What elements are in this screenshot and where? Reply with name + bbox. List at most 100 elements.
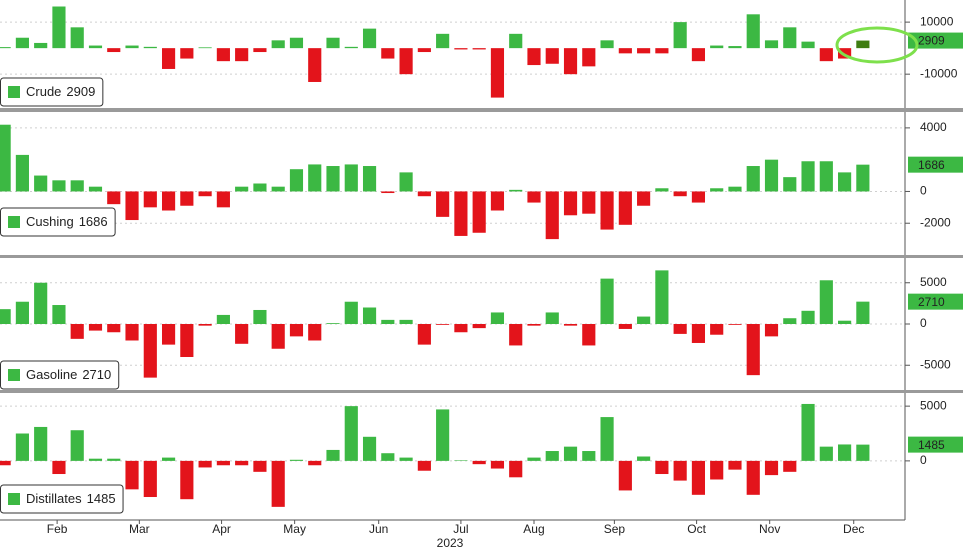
x-tick-label: May: [283, 522, 306, 536]
bar: [15, 301, 29, 324]
bar: [582, 191, 596, 214]
y-tick-label: -5000: [920, 357, 951, 371]
bar: [70, 27, 84, 49]
bar: [15, 37, 29, 49]
bar: [308, 324, 322, 341]
value-tag-label: 1686: [918, 158, 945, 172]
bar: [0, 47, 11, 49]
bar: [161, 324, 176, 345]
bar: [710, 188, 724, 192]
x-tick-label: Jun: [369, 522, 388, 536]
bar: [618, 191, 632, 225]
bar: [454, 48, 468, 50]
bar: [746, 14, 760, 49]
bar: [527, 191, 541, 203]
bar: [764, 460, 779, 476]
bar: [198, 324, 212, 326]
value-tag-label: 2710: [918, 295, 945, 309]
bar: [125, 45, 139, 49]
bar: [107, 191, 121, 205]
bar: [655, 48, 669, 54]
value-tag: [908, 156, 963, 173]
bar: [838, 172, 852, 192]
bar: [563, 324, 578, 326]
bar: [52, 460, 66, 475]
bar: [527, 48, 541, 66]
bar: [88, 186, 103, 192]
bar: [454, 460, 468, 461]
bar: [289, 459, 304, 461]
bar: [746, 166, 760, 192]
bar: [399, 457, 413, 461]
bar: [271, 40, 285, 49]
bar: [88, 45, 103, 49]
bar: [289, 37, 304, 49]
value-tag-label: 2909: [918, 34, 945, 48]
bar: [472, 48, 486, 50]
legend-swatch: [8, 493, 20, 505]
bar: [655, 460, 669, 475]
bar: [509, 324, 523, 346]
y-tick-label: -10000: [920, 66, 958, 80]
bar: [15, 154, 29, 192]
bar: [70, 324, 84, 339]
bar: [417, 48, 431, 53]
bar: [107, 458, 121, 461]
bar: [819, 280, 833, 324]
bar: [801, 41, 815, 49]
bar: [180, 48, 194, 59]
bar: [563, 191, 578, 216]
bar: [271, 460, 285, 507]
bar: [125, 460, 139, 490]
bar: [381, 453, 395, 461]
highlight-ellipse: [835, 26, 919, 64]
bar: [308, 164, 322, 192]
bar: [161, 48, 176, 69]
x-axis-label: 2023: [437, 536, 464, 550]
bar: [600, 417, 614, 461]
bar: [509, 189, 523, 192]
bar: [545, 48, 559, 64]
y-tick-label: 0: [920, 184, 927, 198]
bar: [253, 183, 267, 192]
bar: [436, 324, 450, 325]
bar: [691, 48, 706, 62]
bar: [15, 433, 29, 461]
bar: [125, 324, 139, 341]
y-tick-label: 5000: [920, 275, 947, 289]
bar: [764, 324, 779, 337]
bar: [235, 48, 249, 62]
bar: [436, 409, 450, 461]
bar: [472, 460, 486, 465]
value-tag: [908, 436, 963, 453]
bar: [143, 324, 157, 378]
y-tick-label: 0: [920, 453, 927, 467]
x-tick-label: Dec: [843, 522, 864, 536]
bar: [856, 40, 870, 49]
bar: [253, 460, 267, 472]
legend-name: Gasoline: [26, 367, 77, 382]
bar: [637, 191, 651, 206]
legend-value: 1686: [79, 214, 108, 229]
bar: [545, 312, 559, 324]
bar: [308, 460, 322, 466]
bar: [216, 314, 230, 324]
legend: Cushing 1686: [0, 207, 116, 237]
bar: [326, 37, 340, 49]
bar: [216, 460, 230, 466]
value-tag-label: 1485: [918, 438, 945, 452]
bar: [161, 457, 176, 461]
y-tick-label: 10000: [920, 14, 954, 28]
panel-separator: [0, 108, 963, 112]
bar: [746, 324, 760, 376]
bar: [381, 48, 395, 59]
bar: [673, 22, 687, 49]
bar: [180, 460, 194, 500]
legend-box: [0, 484, 124, 514]
bar: [856, 164, 870, 192]
legend-box: [0, 360, 120, 390]
panel-separator: [0, 255, 963, 258]
bar: [490, 312, 505, 324]
bar: [509, 33, 523, 49]
bar: [618, 324, 632, 329]
